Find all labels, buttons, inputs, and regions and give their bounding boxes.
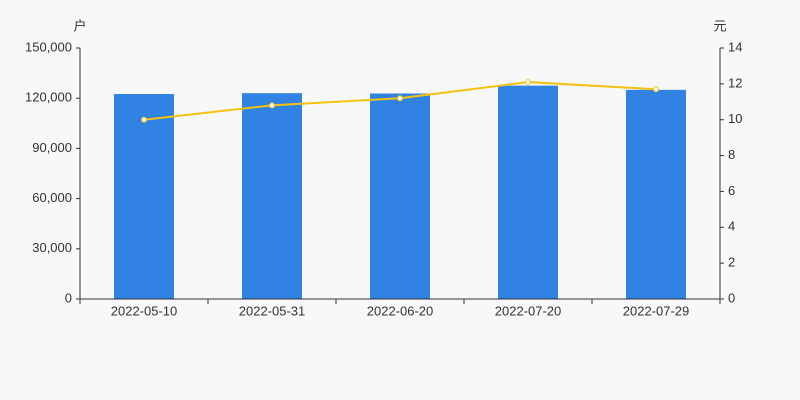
line-point xyxy=(397,95,403,102)
y-tick-label: 120,000 xyxy=(25,90,72,105)
y2-tick-label: 14 xyxy=(728,39,742,54)
x-tick-label: 2022-05-31 xyxy=(239,303,306,318)
x-tick-label: 2022-05-10 xyxy=(111,303,178,318)
line-point xyxy=(653,86,659,93)
y-tick-label: 0 xyxy=(65,290,72,305)
y2-tick-label: 10 xyxy=(728,111,742,126)
y-tick-label: 150,000 xyxy=(25,39,72,54)
line-point xyxy=(525,79,531,86)
y2-axis-label: 元 xyxy=(713,18,726,33)
y-tick-label: 60,000 xyxy=(32,190,72,205)
bar xyxy=(370,93,430,299)
y2-tick-label: 4 xyxy=(728,219,735,234)
y-tick-label: 90,000 xyxy=(32,140,72,155)
y2-tick-label: 2 xyxy=(728,255,735,270)
x-tick-label: 2022-07-20 xyxy=(495,303,562,318)
y2-tick-label: 6 xyxy=(728,183,735,198)
y2-tick-label: 12 xyxy=(728,75,742,90)
y-tick-label: 30,000 xyxy=(32,240,72,255)
y2-tick-label: 8 xyxy=(728,147,735,162)
x-tick-label: 2022-06-20 xyxy=(367,303,434,318)
y2-tick-label: 0 xyxy=(728,290,735,305)
y-axis-label: 户 xyxy=(73,18,86,33)
line-point xyxy=(141,116,147,123)
bar xyxy=(498,85,558,300)
line-point xyxy=(269,102,275,109)
bar xyxy=(242,93,302,300)
bar xyxy=(114,94,174,300)
bar xyxy=(626,89,686,299)
x-tick-label: 2022-07-29 xyxy=(623,303,690,318)
